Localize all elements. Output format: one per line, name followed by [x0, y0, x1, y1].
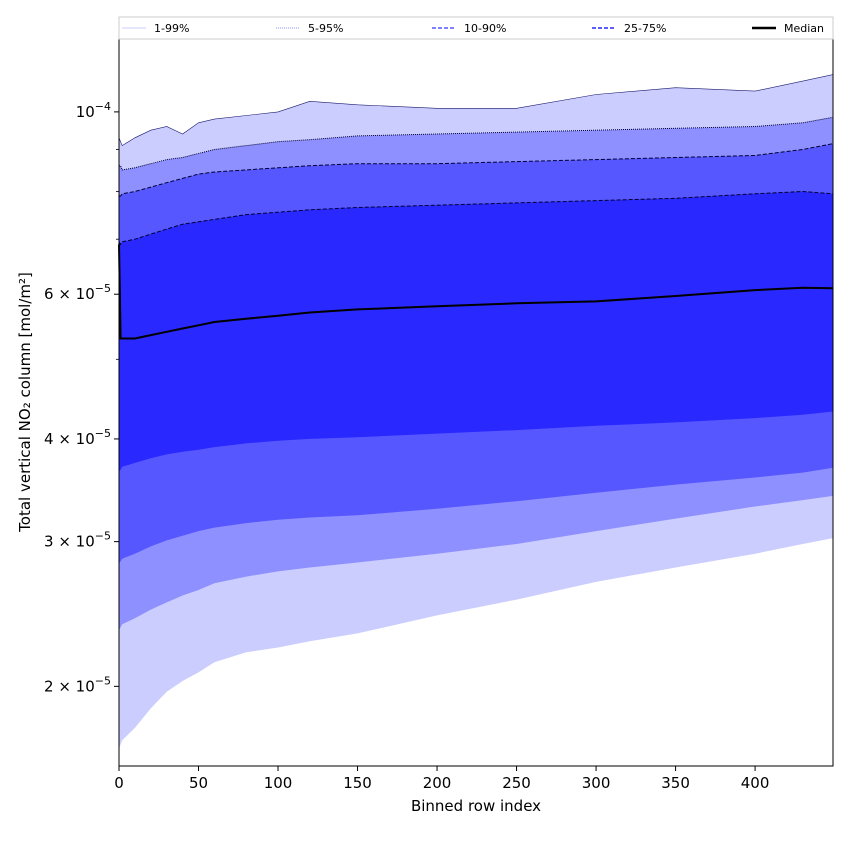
legend-box — [118, 16, 834, 40]
band-upper-edge-1-99% — [118, 74, 834, 147]
y-tick-label: 10−4 — [76, 100, 111, 121]
median-line — [118, 244, 834, 340]
y-axis-label: Total vertical NO₂ column [mol/m²] — [16, 272, 34, 533]
x-tick-label: 400 — [741, 774, 770, 792]
band-upper-edge-25-75% — [118, 190, 834, 246]
x-tick-label: 0 — [114, 774, 124, 792]
legend-label: 10-90% — [464, 22, 506, 35]
x-tick-label: 100 — [264, 774, 293, 792]
x-tick-label: 50 — [189, 774, 208, 792]
x-tick-label: 350 — [661, 774, 690, 792]
legend-label: Median — [784, 22, 824, 35]
y-tick-label: 3 × 10−5 — [44, 530, 111, 551]
y-tick-label: 6 × 10−5 — [44, 282, 111, 303]
y-tick-label: 4 × 10−5 — [44, 427, 111, 448]
band-25-75% — [119, 191, 833, 472]
x-tick-label: 300 — [582, 774, 611, 792]
legend: 1-99% 5-95% 10-90% 25-75% Median — [118, 16, 834, 40]
x-tick-label: 250 — [502, 774, 531, 792]
y-tick-label: 2 × 10−5 — [44, 674, 111, 695]
median-layer — [118, 244, 834, 340]
x-axis-ticks: 0 50 100 150 200 250 300 350 400 — [114, 766, 769, 792]
x-tick-label: 150 — [343, 774, 372, 792]
bands-layer — [118, 74, 834, 749]
legend-label: 1-99% — [154, 22, 189, 35]
x-axis-label: Binned row index — [411, 797, 541, 815]
y-axis-ticks: 2 × 10−5 3 × 10−5 4 × 10−5 6 × 10−5 10−4 — [44, 100, 119, 695]
legend-label: 5-95% — [308, 22, 343, 35]
x-tick-label: 200 — [423, 774, 452, 792]
legend-label: 25-75% — [624, 22, 666, 35]
band-upper-edge-5-95% — [119, 116, 834, 171]
band-upper-edge-10-90% — [119, 143, 834, 197]
